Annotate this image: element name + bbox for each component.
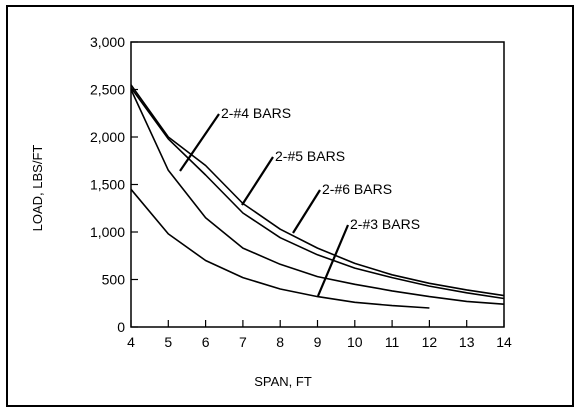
plot-border <box>130 41 505 328</box>
leader-2-5 <box>241 156 274 206</box>
series-label-2-4: 2-#4 BARS <box>221 105 291 121</box>
y-axis-title: LOAD, LBS/FT <box>30 145 45 232</box>
x-tick-label: 7 <box>239 334 247 350</box>
series-line-2 <box>130 89 505 305</box>
x-axis-title: SPAN, FT <box>254 374 312 389</box>
y-tick-label: 2,500 <box>90 82 125 98</box>
x-tick-label: 10 <box>347 334 363 350</box>
series-label-2-3: 2-#3 BARS <box>350 216 420 232</box>
y-tick-label: 500 <box>102 272 126 288</box>
series-layer <box>130 84 505 309</box>
series-line-1 <box>130 188 430 309</box>
x-tick-label: 8 <box>276 334 284 350</box>
y-tick-label: 1,500 <box>90 177 125 193</box>
leader-2-3 <box>316 224 350 297</box>
plot-area: 0 500 1,000 1,500 2,000 2,500 3,000 4 5 6 7 8 9 10 11 1… <box>90 34 512 350</box>
x-tick-label: 12 <box>422 334 438 350</box>
x-tick-label: 6 <box>202 334 210 350</box>
series-line-4 <box>130 84 505 297</box>
y-tick-label: 2,000 <box>90 129 125 145</box>
series-line-3 <box>130 87 505 300</box>
x-tick-label: 5 <box>164 334 172 350</box>
y-tick-label: 3,000 <box>90 34 125 50</box>
x-tick-label: 13 <box>459 334 475 350</box>
x-tick-label: 4 <box>127 334 135 350</box>
series-label-2-5: 2-#5 BARS <box>275 148 345 164</box>
x-tick-label: 14 <box>496 334 512 350</box>
series-label-2-6: 2-#6 BARS <box>322 181 392 197</box>
leader-2-6 <box>292 189 321 234</box>
x-tick-label: 11 <box>385 334 400 350</box>
y-tick-label: 0 <box>117 319 125 335</box>
series-labels: 2-#4 BARS 2-#5 BARS 2-#6 BARS 2-#3 BARS <box>221 105 420 232</box>
y-tick-label: 1,000 <box>90 224 125 240</box>
leader-2-4 <box>179 113 220 172</box>
x-tick-label: 9 <box>314 334 322 350</box>
chart-frame <box>6 5 574 407</box>
